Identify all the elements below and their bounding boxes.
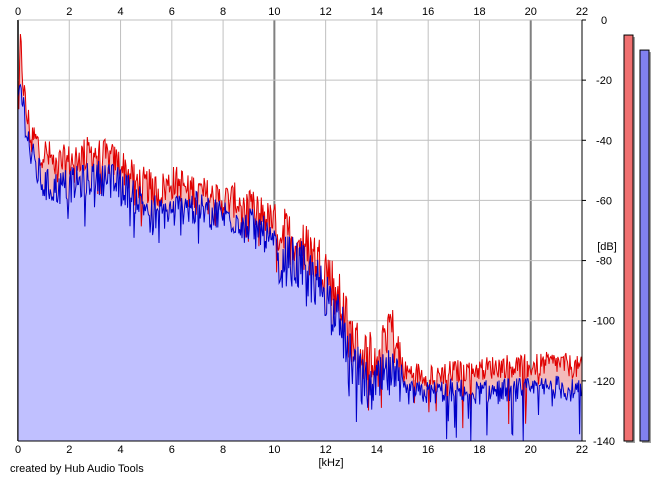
x-tick-label-bottom: 16 — [422, 444, 434, 456]
spectrum-line-right — [17, 83, 583, 442]
x-tick-label-top: 8 — [220, 6, 226, 18]
level-meter-l — [623, 34, 634, 442]
x-tick-label-top: 10 — [268, 6, 280, 18]
y-tick-label: 0 — [601, 15, 607, 27]
x-tick-label-bottom: 2 — [66, 444, 72, 456]
x-tick-label-bottom: 8 — [220, 444, 226, 456]
y-tick-label: -80 — [596, 256, 612, 268]
x-tick-label-top: 18 — [473, 6, 485, 18]
y-tick-label: -20 — [596, 75, 612, 87]
x-tick-label-bottom: 4 — [117, 444, 123, 456]
x-tick-label-top: 20 — [525, 6, 537, 18]
level-meter-r — [639, 49, 650, 442]
x-tick-label-bottom: 20 — [525, 444, 537, 456]
x-tick-label-bottom: 12 — [320, 444, 332, 456]
y-tick-label: -100 — [593, 316, 615, 328]
y-tick-label: -120 — [593, 376, 615, 388]
y-tick-label: -40 — [596, 135, 612, 147]
x-tick-label-bottom: 6 — [169, 444, 175, 456]
x-tick-label-top: 14 — [371, 6, 383, 18]
x-tick-label-bottom: 0 — [15, 444, 21, 456]
x-tick-label-top: 22 — [576, 6, 588, 18]
x-axis-label: [kHz] — [318, 457, 343, 469]
y-tick-label: -60 — [596, 195, 612, 207]
x-tick-label-top: 0 — [15, 6, 21, 18]
y-axis-label: [dB] — [597, 241, 617, 253]
x-tick-label-bottom: 18 — [473, 444, 485, 456]
x-tick-label-bottom: 14 — [371, 444, 383, 456]
x-tick-label-top: 6 — [169, 6, 175, 18]
y-tick-label: -140 — [593, 436, 615, 448]
x-tick-label-top: 12 — [320, 6, 332, 18]
credit-text: created by Hub Audio Tools — [10, 463, 144, 475]
x-tick-label-top: 16 — [422, 6, 434, 18]
x-tick-label-bottom: 22 — [576, 444, 588, 456]
x-tick-label-top: 2 — [66, 6, 72, 18]
x-tick-label-top: 4 — [117, 6, 123, 18]
x-tick-label-bottom: 10 — [268, 444, 280, 456]
